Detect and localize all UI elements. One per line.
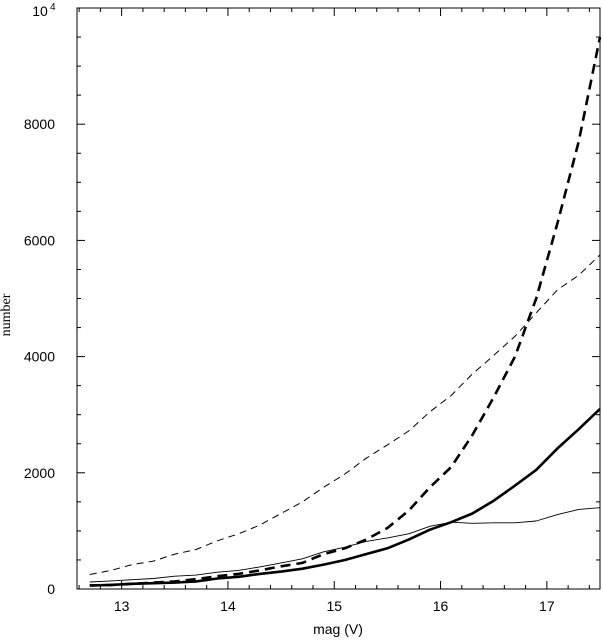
y-tick-label: 8000 [24, 116, 55, 132]
y-top-label-base: 10 [32, 3, 48, 19]
y-tick-label: 4000 [24, 349, 55, 365]
y-tick-label: 6000 [24, 232, 55, 248]
series-line-thick-dashed [89, 36, 602, 587]
series-layer [89, 36, 602, 587]
y-tick-label: 0 [47, 581, 55, 597]
x-tick-label: 14 [220, 598, 236, 614]
y-tick-label: 2000 [24, 465, 55, 481]
x-tick-label: 16 [433, 598, 449, 614]
tick-labels: 13 14 15 16 17 0 2000 4000 6000 8000 [24, 116, 555, 614]
y-axis-title: number [0, 293, 14, 336]
y-top-label-exponent: 4 [50, 2, 56, 13]
x-tick-label: 13 [114, 598, 130, 614]
x-axis-title: mag (V) [313, 621, 363, 637]
axis-ticks [77, 8, 600, 590]
x-tick-label: 15 [326, 598, 342, 614]
x-tick-label: 17 [539, 598, 555, 614]
series-line-thick-solid [89, 407, 601, 587]
series-line-thin-solid [89, 507, 601, 583]
plot-frame [76, 7, 601, 590]
series-line-thin-dashed [89, 254, 601, 575]
